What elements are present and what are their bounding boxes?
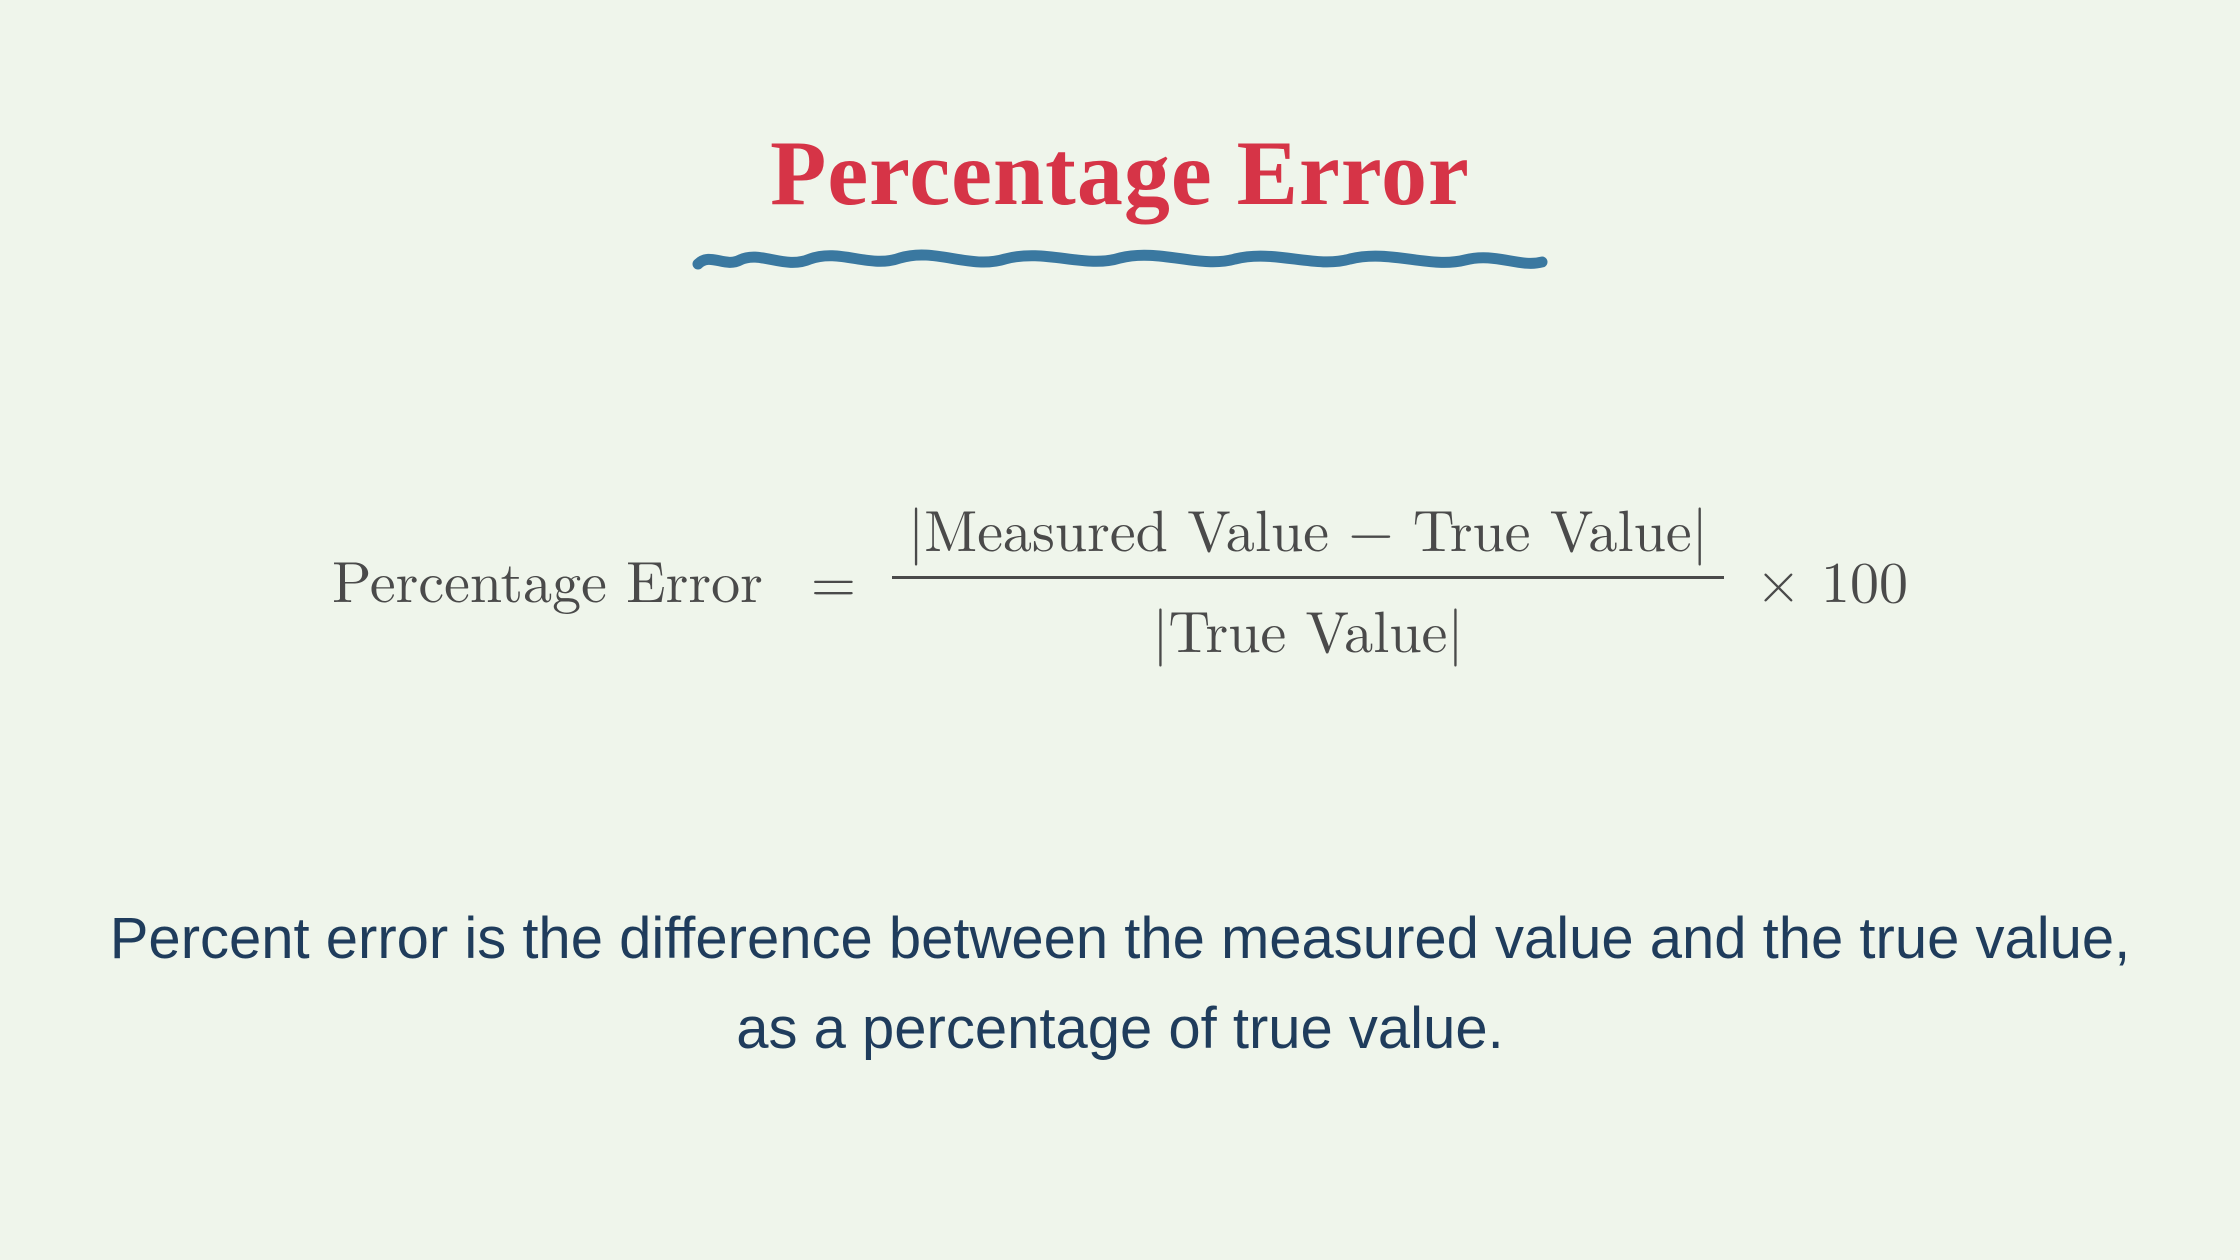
- title-underline: [690, 244, 1550, 276]
- formula-equals: =: [811, 537, 856, 619]
- formula-fraction: |Measured Value − True Value| |True Valu…: [892, 486, 1724, 669]
- title-container: Percentage Error: [690, 120, 1550, 276]
- formula-multiply: ×: [1756, 537, 1801, 619]
- formula-denominator: |True Value|: [1136, 579, 1479, 669]
- page-title: Percentage Error: [770, 120, 1470, 226]
- formula-numerator: |Measured Value − True Value|: [892, 486, 1724, 579]
- formula-constant: 100: [1821, 537, 1908, 619]
- description-text: Percent error is the difference between …: [100, 894, 2140, 1074]
- formula: Percentage Error = |Measured Value − Tru…: [332, 486, 1908, 669]
- formula-lhs: Percentage Error: [332, 537, 763, 619]
